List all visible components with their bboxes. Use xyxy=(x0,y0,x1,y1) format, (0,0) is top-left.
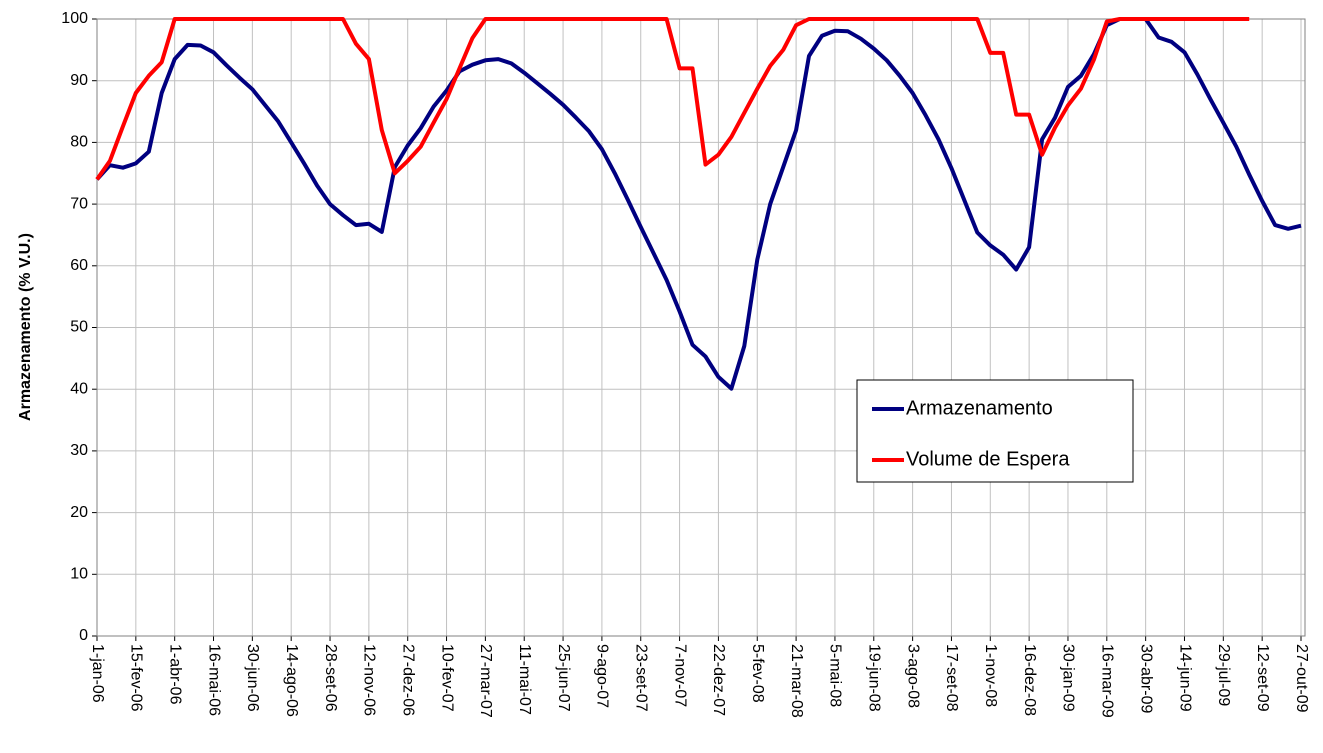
y-tick-label: 90 xyxy=(70,72,88,89)
x-tick-label: 30-abr-09 xyxy=(1137,644,1154,713)
y-tick-label: 20 xyxy=(70,504,88,521)
x-tick-label: 22-dez-07 xyxy=(710,644,727,716)
legend-label: Armazenamento xyxy=(906,397,1053,419)
x-tick-label: 11-mai-07 xyxy=(516,644,533,715)
y-tick-label: 50 xyxy=(70,319,88,336)
x-tick-label: 30-jun-06 xyxy=(244,644,261,712)
x-tick-label: 9-ago-07 xyxy=(594,644,611,708)
x-tick-label: 12-nov-06 xyxy=(361,644,378,716)
y-tick-label: 60 xyxy=(70,257,88,274)
y-tick-label: 40 xyxy=(70,380,88,397)
y-tick-label: 100 xyxy=(61,10,88,27)
x-tick-label: 30-jan-09 xyxy=(1060,644,1077,712)
x-tick-label: 19-jun-08 xyxy=(866,644,883,712)
legend-box xyxy=(856,379,1134,483)
series-line xyxy=(95,17,1250,181)
y-tick-label: 80 xyxy=(70,134,88,151)
y-tick-label: 0 xyxy=(79,627,88,644)
x-tick-label: 21-mar-08 xyxy=(788,644,805,718)
x-tick-label: 27-out-09 xyxy=(1293,644,1310,713)
legend-label: Volume de Espera xyxy=(906,448,1070,470)
x-tick-label: 14-ago-06 xyxy=(283,644,300,717)
x-tick-label: 16-dez-08 xyxy=(1021,644,1038,716)
x-tick-label: 27-mar-07 xyxy=(477,644,494,718)
plot-border xyxy=(96,18,1306,637)
x-tick-label: 5-mai-08 xyxy=(827,644,844,707)
x-tick-label: 15-fev-06 xyxy=(128,644,145,712)
y-tick-label: 70 xyxy=(70,195,88,212)
y-tick-label: 30 xyxy=(70,442,88,459)
x-tick-label: 1-jan-06 xyxy=(89,644,106,703)
x-tick-label: 23-set-07 xyxy=(633,644,650,712)
x-tick-label: 12-set-09 xyxy=(1254,644,1271,712)
x-tick-label: 1-abr-06 xyxy=(166,644,183,705)
x-tick-label: 5-fev-08 xyxy=(749,644,766,703)
x-tick-label: 16-mai-06 xyxy=(205,644,222,716)
x-tick-label: 16-mar-09 xyxy=(1099,644,1116,718)
x-tick-label: 10-fev-07 xyxy=(438,644,455,712)
x-tick-label: 14-jun-09 xyxy=(1176,644,1193,712)
x-tick-label: 29-jul-09 xyxy=(1215,644,1232,706)
x-tick-label: 28-set-06 xyxy=(322,644,339,712)
x-tick-label: 27-dez-06 xyxy=(399,644,416,716)
x-tick-label: 1-nov-08 xyxy=(982,644,999,707)
x-tick-label: 3-ago-08 xyxy=(904,644,921,708)
y-tick-label: 10 xyxy=(70,566,88,583)
y-axis-label: Armazenamento (% V.U.) xyxy=(17,233,34,421)
x-tick-label: 17-set-08 xyxy=(943,644,960,712)
x-tick-label: 7-nov-07 xyxy=(671,644,688,707)
x-tick-label: 25-jun-07 xyxy=(555,644,572,712)
